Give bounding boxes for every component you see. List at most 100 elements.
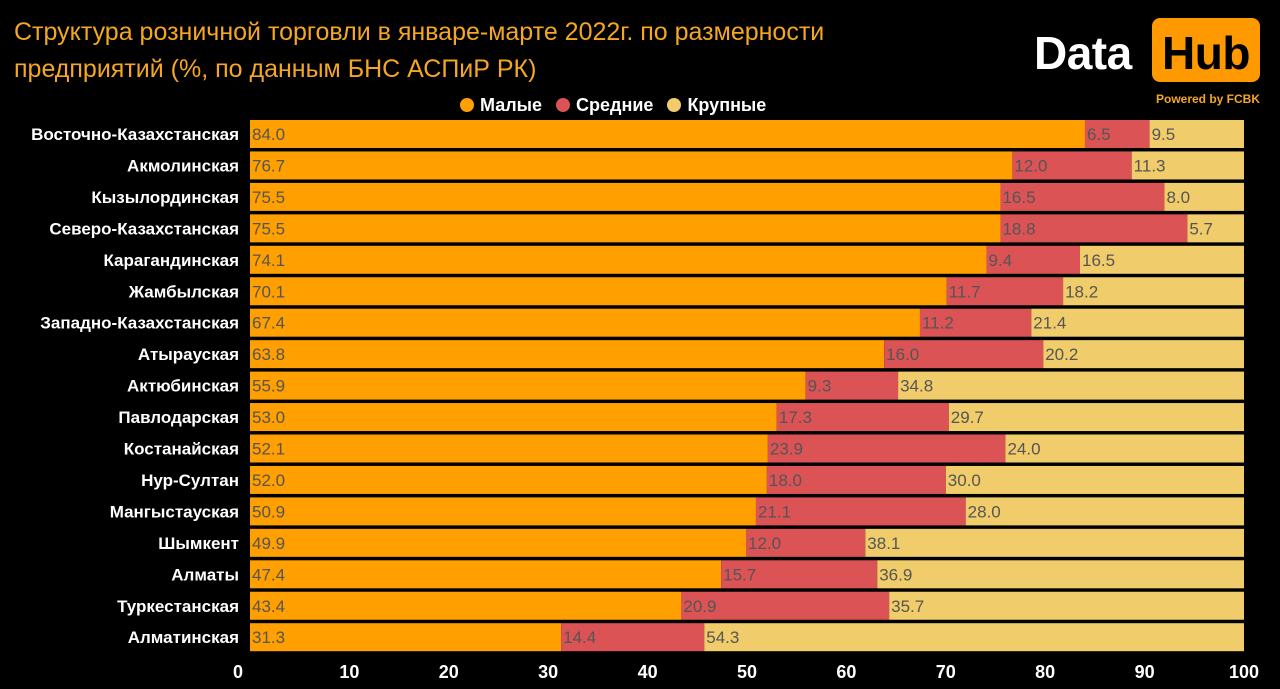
data-label-small: 74.1 bbox=[252, 251, 285, 270]
x-tick-label: 0 bbox=[233, 662, 243, 682]
bar-segment-large bbox=[1063, 277, 1244, 306]
category-label: Мангыстауская bbox=[110, 502, 239, 521]
data-label-large: 28.0 bbox=[968, 502, 1001, 521]
bar-segment-large bbox=[1164, 182, 1244, 211]
data-label-large: 38.1 bbox=[867, 534, 900, 553]
category-label: Нур-Султан bbox=[141, 471, 239, 490]
chart-title-line-2: предприятий (%, по данным БНС АСПиР РК) bbox=[14, 55, 537, 83]
bar-segment-small bbox=[250, 277, 947, 306]
data-label-small: 49.9 bbox=[252, 534, 285, 553]
data-label-large: 35.7 bbox=[891, 597, 924, 616]
bar-segment-small bbox=[250, 308, 920, 337]
legend-item-small: Малые bbox=[460, 95, 542, 116]
data-label-medium: 9.3 bbox=[808, 377, 832, 396]
bar-segment-small bbox=[250, 528, 747, 557]
data-label-large: 54.3 bbox=[706, 628, 739, 647]
data-label-medium: 21.1 bbox=[758, 502, 791, 521]
data-label-small: 52.1 bbox=[252, 440, 285, 459]
data-label-small: 84.0 bbox=[252, 125, 285, 144]
bar-segment-small bbox=[250, 151, 1013, 180]
datahub-logo: Data Hub Powered by FCBK bbox=[1034, 18, 1264, 108]
x-tick-label: 10 bbox=[339, 662, 359, 682]
data-label-small: 47.4 bbox=[252, 565, 285, 584]
data-label-large: 9.5 bbox=[1152, 125, 1176, 144]
logo-hub-badge: Hub bbox=[1152, 18, 1260, 82]
bar-segment-medium bbox=[1084, 120, 1150, 148]
chart-title: Структура розничной торговли в январе-ма… bbox=[14, 14, 934, 88]
bar-segment-small bbox=[250, 623, 562, 652]
data-label-large: 16.5 bbox=[1082, 251, 1115, 270]
bar-segment-medium bbox=[746, 528, 866, 557]
bar-segment-small bbox=[250, 591, 682, 620]
data-label-medium: 18.8 bbox=[1002, 219, 1035, 238]
bar-segment-medium bbox=[767, 434, 1006, 463]
legend-label-small: Малые bbox=[480, 94, 543, 115]
bar-segment-large bbox=[945, 465, 1244, 494]
data-label-medium: 11.7 bbox=[949, 282, 981, 301]
data-label-large: 11.3 bbox=[1134, 156, 1166, 175]
data-label-medium: 18.0 bbox=[769, 471, 802, 490]
legend-swatch-medium bbox=[556, 98, 571, 112]
bar-segment-large bbox=[877, 560, 1244, 589]
bar-segment-small bbox=[250, 465, 767, 494]
data-label-small: 53.0 bbox=[252, 408, 285, 427]
legend-label-medium: Средние bbox=[576, 94, 654, 115]
x-tick-label: 80 bbox=[1035, 662, 1055, 682]
x-tick-label: 100 bbox=[1229, 662, 1259, 682]
category-label: Актюбинская bbox=[127, 377, 239, 396]
data-label-large: 20.2 bbox=[1045, 345, 1078, 364]
bar-segment-large bbox=[889, 591, 1244, 620]
category-label: Восточно-Казахстанская bbox=[31, 125, 239, 144]
category-label: Акмолинская bbox=[127, 156, 239, 175]
bar-segment-small bbox=[250, 434, 768, 463]
legend-label-large: Крупные bbox=[687, 94, 767, 115]
bar-segment-large bbox=[898, 371, 1244, 400]
data-label-medium: 16.0 bbox=[886, 345, 919, 364]
bar-segment-large bbox=[865, 528, 1244, 557]
x-tick-label: 50 bbox=[737, 662, 757, 682]
data-label-large: 21.4 bbox=[1033, 314, 1066, 333]
x-tick-label: 60 bbox=[836, 662, 856, 682]
bar-segment-large bbox=[1031, 308, 1244, 337]
data-label-small: 75.5 bbox=[252, 188, 285, 207]
bar-segment-small bbox=[250, 245, 987, 274]
bar-segment-small bbox=[250, 340, 885, 369]
data-label-medium: 23.9 bbox=[770, 440, 803, 459]
data-label-medium: 12.0 bbox=[1014, 156, 1047, 175]
bar-segment-medium bbox=[986, 245, 1080, 274]
category-label: Туркестанская bbox=[117, 597, 239, 616]
data-label-small: 63.8 bbox=[252, 345, 285, 364]
bar-segment-small bbox=[250, 371, 806, 400]
data-label-large: 5.7 bbox=[1189, 219, 1213, 238]
bar-segment-medium bbox=[805, 371, 899, 400]
data-label-large: 8.0 bbox=[1166, 188, 1190, 207]
legend-item-large: Крупные bbox=[667, 95, 766, 116]
bar-segment-small bbox=[250, 182, 1001, 211]
data-label-small: 52.0 bbox=[252, 471, 285, 490]
bar-segment-medium bbox=[721, 560, 878, 589]
bar-segment-large bbox=[1043, 340, 1244, 369]
data-label-small: 67.4 bbox=[252, 314, 285, 333]
data-label-large: 29.7 bbox=[951, 408, 984, 427]
bar-segment-medium bbox=[946, 277, 1064, 306]
data-label-large: 18.2 bbox=[1065, 282, 1098, 301]
bar-segment-medium bbox=[766, 465, 946, 494]
bar-segment-large bbox=[948, 403, 1244, 432]
bar-segment-small bbox=[250, 214, 1001, 243]
bar-segment-medium bbox=[919, 308, 1032, 337]
category-label: Кызылординская bbox=[91, 188, 239, 207]
category-label: Жамбылская bbox=[128, 282, 239, 301]
data-label-small: 70.1 bbox=[252, 282, 285, 301]
data-label-small: 76.7 bbox=[252, 156, 285, 175]
category-label: Алматы bbox=[171, 565, 239, 584]
category-label: Западно-Казахстанская bbox=[40, 314, 239, 333]
data-label-medium: 12.0 bbox=[748, 534, 781, 553]
bar-segment-medium bbox=[681, 591, 890, 620]
category-label: Павлодарская bbox=[118, 408, 239, 427]
bar-segment-small bbox=[250, 403, 777, 432]
data-label-medium: 20.9 bbox=[683, 597, 716, 616]
category-label: Карагандинская bbox=[103, 251, 239, 270]
category-label: Атырауская bbox=[138, 345, 239, 364]
data-label-medium: 15.7 bbox=[723, 565, 756, 584]
